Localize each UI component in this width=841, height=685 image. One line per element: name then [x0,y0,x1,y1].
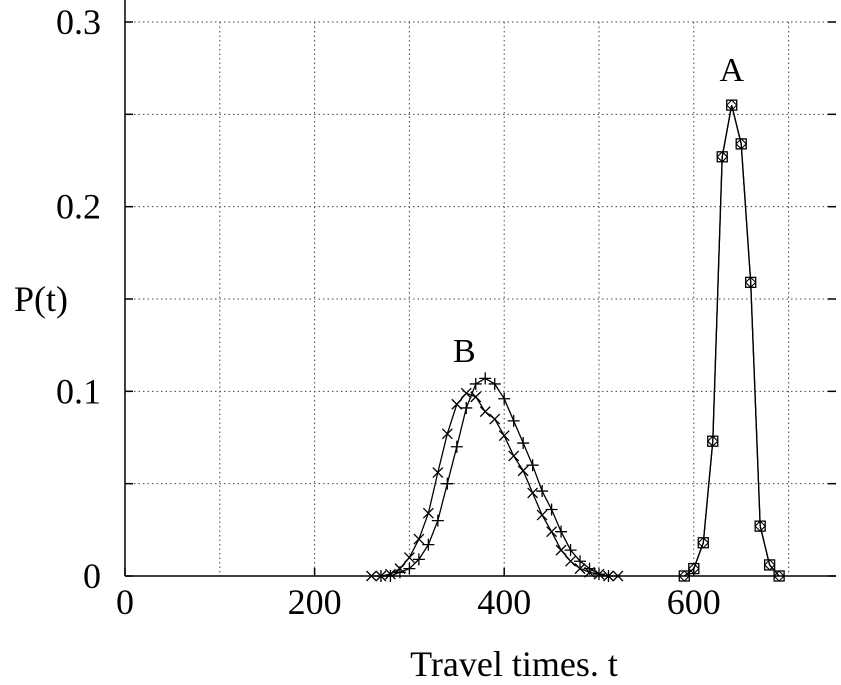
data-point [744,276,757,289]
data-point [517,465,529,477]
series-0 [366,387,624,582]
series-line [683,104,780,577]
data-point [469,377,482,390]
data-point [498,430,510,442]
data-point [403,552,415,563]
label-layer: 0 200 400 600 0 0.1 0.2 0.3 A B [56,2,744,622]
data-point [546,526,558,538]
data-point [527,487,539,499]
data-point [593,568,605,581]
data-point [555,525,568,538]
data-point [716,151,729,163]
y-axis-label: P(t) [14,279,68,319]
data-point [706,435,719,447]
data-point [697,536,710,549]
data-point [536,509,548,521]
data-point [431,514,444,527]
series-3 [678,99,785,582]
data-point [763,559,776,571]
data-point [460,387,472,399]
data-point [422,507,434,519]
series-line [683,104,780,577]
y-tick-label: 0 [83,556,101,596]
data-point [735,138,747,150]
series-1 [374,372,615,582]
x-tick-label: 0 [116,582,134,622]
data-point [403,562,416,575]
data-point [507,414,520,427]
data-point [508,450,520,462]
data-point [451,398,463,410]
annotation-label: A [719,52,744,89]
x-tick-label: 200 [288,582,342,622]
data-point [678,570,691,582]
data-point [754,520,766,532]
data-point [413,533,425,545]
x-tick-label: 600 [667,582,721,622]
data-point [432,467,444,479]
data-point [526,459,539,472]
data-point [773,570,785,582]
data-point [498,392,511,405]
data-point [412,553,425,566]
series-line [371,392,618,577]
data-point [517,437,530,450]
data-point [479,372,492,385]
data-point [422,538,435,551]
series-2 [678,99,785,582]
data-point [536,485,549,498]
x-tick-label: 400 [477,582,531,622]
y-tick-label: 0.2 [56,187,101,227]
data-point [460,401,473,414]
data-point [479,406,491,418]
data-point [488,377,501,390]
data-point [574,563,586,575]
data-point [489,413,501,425]
axes-layer [124,0,836,577]
data-point [441,477,454,490]
data-point [565,555,577,567]
data-point [564,544,577,557]
data-point [441,428,453,440]
data-point [583,562,596,575]
data-point [555,544,567,556]
y-tick-label: 0.1 [56,371,101,411]
series-layer [366,99,785,582]
x-axis-label: Travel times. t [410,644,618,684]
annotation-label: B [453,333,476,370]
data-point [450,440,463,453]
grid-layer [125,21,836,576]
y-tick-label: 0.3 [56,2,101,42]
data-point [725,99,738,111]
data-point [545,503,558,516]
data-point [574,555,587,568]
